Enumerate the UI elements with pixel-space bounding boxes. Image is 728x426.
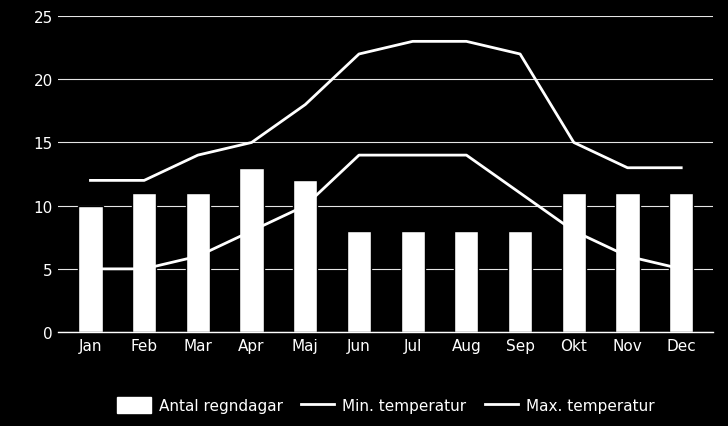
- Legend: Antal regndagar, Min. temperatur, Max. temperatur: Antal regndagar, Min. temperatur, Max. t…: [111, 391, 660, 419]
- Bar: [508, 231, 532, 332]
- Bar: [132, 193, 157, 332]
- Bar: [669, 193, 693, 332]
- Bar: [79, 206, 103, 332]
- Bar: [293, 181, 317, 332]
- Bar: [347, 231, 371, 332]
- Bar: [454, 231, 478, 332]
- Bar: [562, 193, 586, 332]
- Bar: [186, 193, 210, 332]
- Bar: [240, 168, 264, 332]
- Bar: [615, 193, 640, 332]
- Bar: [400, 231, 424, 332]
